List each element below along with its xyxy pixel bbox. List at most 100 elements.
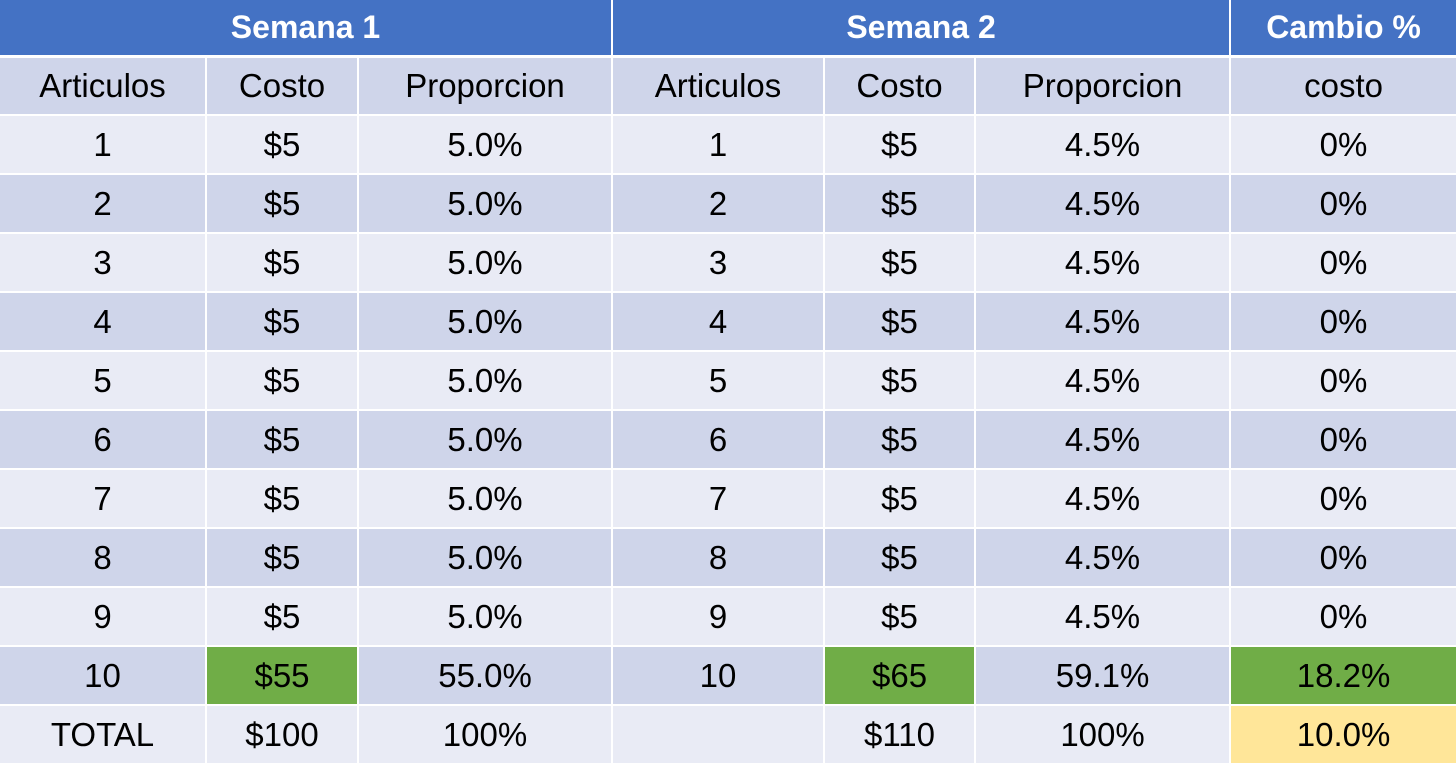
table-row: 10 $55 55.0% 10 $65 59.1% 18.2% (0, 647, 1456, 706)
w2-cost: $5 (825, 588, 977, 647)
w1-cost-highlight: $55 (207, 647, 359, 706)
w2-proportion: 4.5% (976, 588, 1232, 647)
cost-change: 0% (1231, 116, 1456, 175)
w1-item: 7 (0, 470, 207, 529)
cost-change: 0% (1231, 588, 1456, 647)
table-row: 7 $5 5.0% 7 $5 4.5% 0% (0, 470, 1456, 529)
w2-item: 8 (613, 529, 826, 588)
change-cost-header: costo (1231, 58, 1456, 116)
table-row: 4 $5 5.0% 4 $5 4.5% 0% (0, 293, 1456, 352)
total-change: 10.0% (1231, 706, 1456, 763)
w2-proportion: 59.1% (976, 647, 1232, 706)
w1-proportion: 5.0% (359, 116, 614, 175)
w1-cost: $5 (207, 411, 359, 470)
w1-cost: $5 (207, 234, 359, 293)
w2-proportion: 4.5% (976, 116, 1232, 175)
week1-title: Semana 1 (0, 0, 614, 58)
cost-change: 0% (1231, 352, 1456, 411)
w2-item: 3 (613, 234, 826, 293)
table-row: 2 $5 5.0% 2 $5 4.5% 0% (0, 175, 1456, 234)
w1-total-proportion: 100% (359, 706, 614, 763)
w2-proportion: 4.5% (976, 175, 1232, 234)
w2-cost: $5 (825, 234, 977, 293)
w2-cost: $5 (825, 175, 977, 234)
w2-cost: $5 (825, 470, 977, 529)
w2-item: 2 (613, 175, 826, 234)
table-row: 3 $5 5.0% 3 $5 4.5% 0% (0, 234, 1456, 293)
w1-cost: $5 (207, 175, 359, 234)
cost-change: 0% (1231, 234, 1456, 293)
table-row: 1 $5 5.0% 1 $5 4.5% 0% (0, 116, 1456, 175)
w2-item: 4 (613, 293, 826, 352)
w2-proportion: 4.5% (976, 293, 1232, 352)
w1-cost: $5 (207, 293, 359, 352)
w2-item: 1 (613, 116, 826, 175)
w2-proportion: 4.5% (976, 352, 1232, 411)
w1-proportion: 5.0% (359, 293, 614, 352)
cost-change: 0% (1231, 411, 1456, 470)
w2-item: 10 (613, 647, 826, 706)
w2-cost: $5 (825, 116, 977, 175)
w1-proportion-header: Proporcion (359, 58, 614, 116)
w2-proportion: 4.5% (976, 470, 1232, 529)
w2-total-proportion: 100% (976, 706, 1232, 763)
w1-cost: $5 (207, 116, 359, 175)
table-row: 5 $5 5.0% 5 $5 4.5% 0% (0, 352, 1456, 411)
w1-item: 5 (0, 352, 207, 411)
w1-proportion: 5.0% (359, 175, 614, 234)
w2-proportion: 4.5% (976, 529, 1232, 588)
cost-change: 0% (1231, 293, 1456, 352)
w1-item: 2 (0, 175, 207, 234)
w1-proportion: 5.0% (359, 234, 614, 293)
w1-item: 6 (0, 411, 207, 470)
w2-cost-header: Costo (825, 58, 977, 116)
w1-item: 8 (0, 529, 207, 588)
total-label: TOTAL (0, 706, 207, 763)
w2-total-cost: $110 (825, 706, 977, 763)
w2-total-label (613, 706, 826, 763)
w2-item: 6 (613, 411, 826, 470)
w1-proportion: 5.0% (359, 352, 614, 411)
w1-item: 4 (0, 293, 207, 352)
total-row: TOTAL $100 100% $110 100% 10.0% (0, 706, 1456, 763)
w1-proportion: 55.0% (359, 647, 614, 706)
w1-item: 9 (0, 588, 207, 647)
week2-title: Semana 2 (613, 0, 1232, 58)
w1-cost: $5 (207, 529, 359, 588)
w1-proportion: 5.0% (359, 411, 614, 470)
w1-proportion: 5.0% (359, 588, 614, 647)
w2-cost: $5 (825, 293, 977, 352)
cost-change-highlight: 18.2% (1231, 647, 1456, 706)
w1-cost-header: Costo (207, 58, 359, 116)
w1-item: 10 (0, 647, 207, 706)
w2-cost: $5 (825, 529, 977, 588)
cost-change: 0% (1231, 175, 1456, 234)
w2-proportion: 4.5% (976, 411, 1232, 470)
w2-proportion: 4.5% (976, 234, 1232, 293)
w1-cost: $5 (207, 352, 359, 411)
w1-proportion: 5.0% (359, 529, 614, 588)
change-title: Cambio % (1231, 0, 1456, 58)
w2-proportion-header: Proporcion (976, 58, 1232, 116)
w1-proportion: 5.0% (359, 470, 614, 529)
w2-item: 9 (613, 588, 826, 647)
w1-cost: $5 (207, 588, 359, 647)
w2-items-header: Articulos (613, 58, 826, 116)
w1-items-header: Articulos (0, 58, 207, 116)
table-row: 6 $5 5.0% 6 $5 4.5% 0% (0, 411, 1456, 470)
w2-cost: $5 (825, 411, 977, 470)
cost-change: 0% (1231, 470, 1456, 529)
w2-item: 7 (613, 470, 826, 529)
w2-cost-highlight: $65 (825, 647, 977, 706)
w1-item: 1 (0, 116, 207, 175)
table-row: 8 $5 5.0% 8 $5 4.5% 0% (0, 529, 1456, 588)
w1-cost: $5 (207, 470, 359, 529)
title-row: Semana 1 Semana 2 Cambio % (0, 0, 1456, 58)
cost-change: 0% (1231, 529, 1456, 588)
w2-item: 5 (613, 352, 826, 411)
w1-total-cost: $100 (207, 706, 359, 763)
w2-cost: $5 (825, 352, 977, 411)
table-row: 9 $5 5.0% 9 $5 4.5% 0% (0, 588, 1456, 647)
column-header-row: Articulos Costo Proporcion Articulos Cos… (0, 58, 1456, 116)
